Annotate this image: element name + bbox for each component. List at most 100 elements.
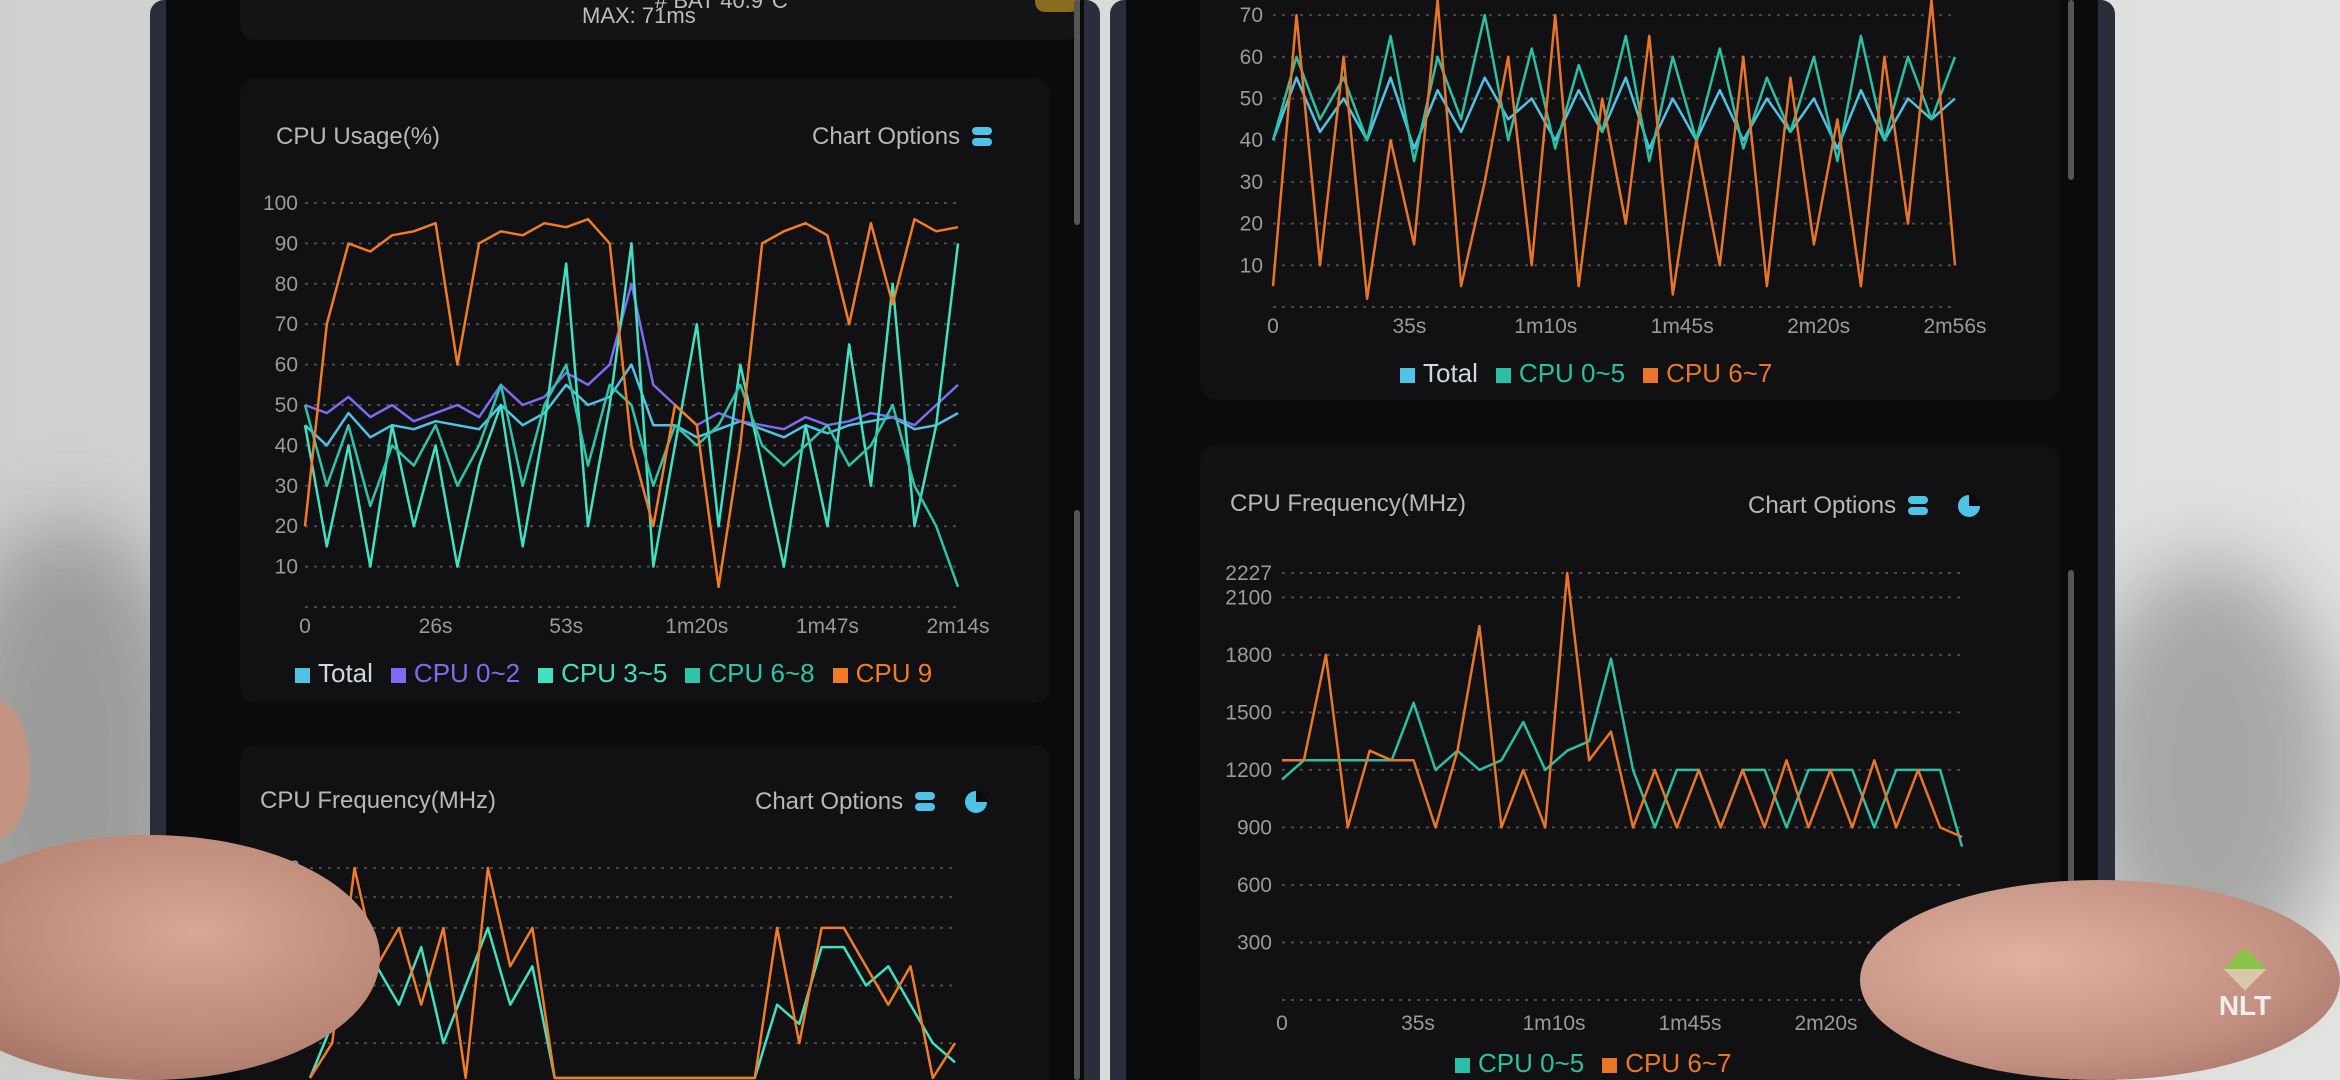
legend-cpu-usage-left: Total CPU 0~2 CPU 3~5 CPU 6~8 CPU 9 (295, 658, 932, 689)
scrollbar-right-top[interactable] (2068, 0, 2074, 180)
y-tick-label: 90 (275, 232, 298, 255)
y-tick-label: 20 (275, 515, 298, 538)
legend-swatch (538, 667, 554, 683)
nlt-logo: NLT (2210, 947, 2280, 1022)
series-line-cpu-9 (303, 217, 959, 589)
legend-swatch (390, 667, 406, 683)
toggle-list-icon[interactable] (1908, 496, 1929, 516)
y-tick-label: 40 (275, 434, 298, 457)
y-tick-label: 60 (1240, 46, 1263, 69)
cpu-frequency-title-left: CPU Frequency(MHz) (260, 787, 497, 814)
x-tick-label: 0 (1276, 1012, 1288, 1035)
legend-swatch (1495, 367, 1511, 383)
chart-options-label: Chart Options (812, 123, 961, 150)
legend-swatch (295, 667, 310, 683)
finger-left (0, 835, 380, 1080)
series-line-cpu-0-5 (1271, 13, 1957, 163)
x-tick-label: 1m45s (1658, 1012, 1721, 1035)
x-tick-label: 26s (419, 615, 453, 638)
y-tick-label: 1500 (1225, 701, 1272, 724)
y-tick-label: 1200 (1225, 759, 1272, 782)
y-tick-label: 40 (1240, 129, 1263, 152)
series-line-cpu-6-7 (308, 866, 957, 1080)
y-tick-label: 10 (275, 556, 298, 579)
legend-label: CPU 3~5 (561, 658, 668, 688)
y-tick-label: 2227 (1225, 562, 1272, 585)
legend-label: CPU 0~5 (1478, 1048, 1585, 1078)
top-card-edge (240, 0, 1080, 40)
y-tick-label: 20 (1240, 213, 1263, 236)
legend-item[interactable]: Total (295, 658, 373, 689)
legend-label: CPU 0~5 (1518, 358, 1626, 388)
scrollbar-left-top[interactable] (1074, 0, 1080, 225)
series-line-cpu-0-5 (1281, 657, 1964, 847)
chart-options-button[interactable]: Chart Options (812, 123, 993, 151)
chart-0: 10 20 30 40 50 60 70 80 90 100 0 26s 53s 1m20s 1m47s 2m… (263, 192, 990, 638)
legend-label: CPU 6~7 (1666, 358, 1773, 388)
legend-item[interactable]: CPU 6~7 (1602, 1048, 1731, 1079)
cpu-usage-card (240, 78, 1050, 703)
x-tick-label: 1m20s (665, 615, 728, 638)
y-tick-label: 100 (263, 192, 298, 215)
y-tick-label: 10 (1240, 254, 1263, 277)
chart-options-button-freq-right[interactable]: Chart Options (1748, 492, 1981, 520)
y-tick-label: 70 (275, 313, 298, 336)
legend-cpu-frequency-right: CPU 0~5 CPU 6~7 (1455, 1048, 1731, 1079)
legend-swatch (1455, 1057, 1470, 1073)
y-tick-label: 50 (1240, 88, 1263, 111)
scrollbar-right[interactable] (2068, 570, 2074, 1080)
x-tick-label: 1m45s (1651, 315, 1714, 338)
y-tick-label: 1800 (1225, 644, 1272, 667)
x-tick-label: 0 (1267, 315, 1279, 338)
x-tick-label: 2m56s (1923, 315, 1986, 338)
chart-2: 10 20 30 40 50 60 70 0 35s 1m10s 1m45s 2m20s 2m56s (1240, 0, 1987, 338)
x-tick-label: 1m10s (1522, 1012, 1585, 1035)
toggle-list-icon[interactable] (972, 127, 993, 147)
y-tick-label: 70 (1240, 4, 1263, 27)
max-latency: MAX: 71ms (582, 3, 696, 28)
legend-label: CPU 6~7 (1625, 1048, 1732, 1078)
x-tick-label: 1m10s (1514, 315, 1577, 338)
chart-options-label: Chart Options (755, 788, 904, 815)
legend-item[interactable]: CPU 0~5 (1455, 1048, 1584, 1079)
chart-options-button-freq-left[interactable]: Chart Options (755, 788, 988, 816)
legend-label: Total (318, 658, 373, 688)
legend-item[interactable]: CPU 6~7 (1643, 358, 1772, 389)
chart-options-label: Chart Options (1748, 492, 1897, 519)
logo-text: NLT (2218, 990, 2272, 1021)
yellow-badge (1035, 0, 1080, 12)
legend-label: CPU 9 (855, 658, 933, 688)
x-tick-label: 53s (549, 615, 583, 638)
legend-item[interactable]: CPU 9 (832, 658, 933, 689)
legend-swatch (1643, 367, 1659, 383)
scrollbar-left[interactable] (1074, 510, 1080, 1080)
legend-item[interactable]: CPU 6~8 (685, 658, 815, 689)
legend-item[interactable]: Total (1400, 358, 1478, 389)
y-tick-label: 80 (275, 273, 298, 296)
legend-cpu-usage-right: Total CPU 0~5 CPU 6~7 (1400, 358, 1772, 389)
legend-item[interactable]: CPU 0~5 (1495, 358, 1626, 389)
x-tick-label: 0 (299, 615, 311, 638)
legend-label: CPU 0~2 (413, 658, 521, 688)
battery-temp: # BAT 40.9°C (655, 0, 788, 13)
legend-label: CPU 6~8 (708, 658, 815, 688)
series-line-total (304, 363, 959, 447)
legend-item[interactable]: CPU 0~2 (390, 658, 521, 689)
legend-item[interactable]: CPU 3~5 (538, 658, 667, 689)
pie-chart-icon[interactable] (965, 791, 988, 813)
legend-swatch (832, 667, 848, 683)
legend-swatch (1602, 1057, 1618, 1073)
x-tick-label: 1m47s (796, 615, 859, 638)
series-line-cpu-6-7 (1282, 571, 1963, 839)
y-tick-label: 900 (1237, 816, 1272, 839)
series-line-cpu-6-7 (1271, 0, 1957, 300)
legend-swatch (685, 667, 701, 683)
y-tick-label: 2100 (1225, 586, 1272, 609)
pie-chart-icon[interactable] (1958, 495, 1981, 517)
y-tick-label: 60 (275, 354, 298, 377)
x-tick-label: 2m20s (1787, 315, 1850, 338)
toggle-list-icon[interactable] (915, 792, 936, 812)
y-tick-label: 30 (275, 475, 298, 498)
cpu-frequency-title-right: CPU Frequency(MHz) (1230, 490, 1467, 517)
